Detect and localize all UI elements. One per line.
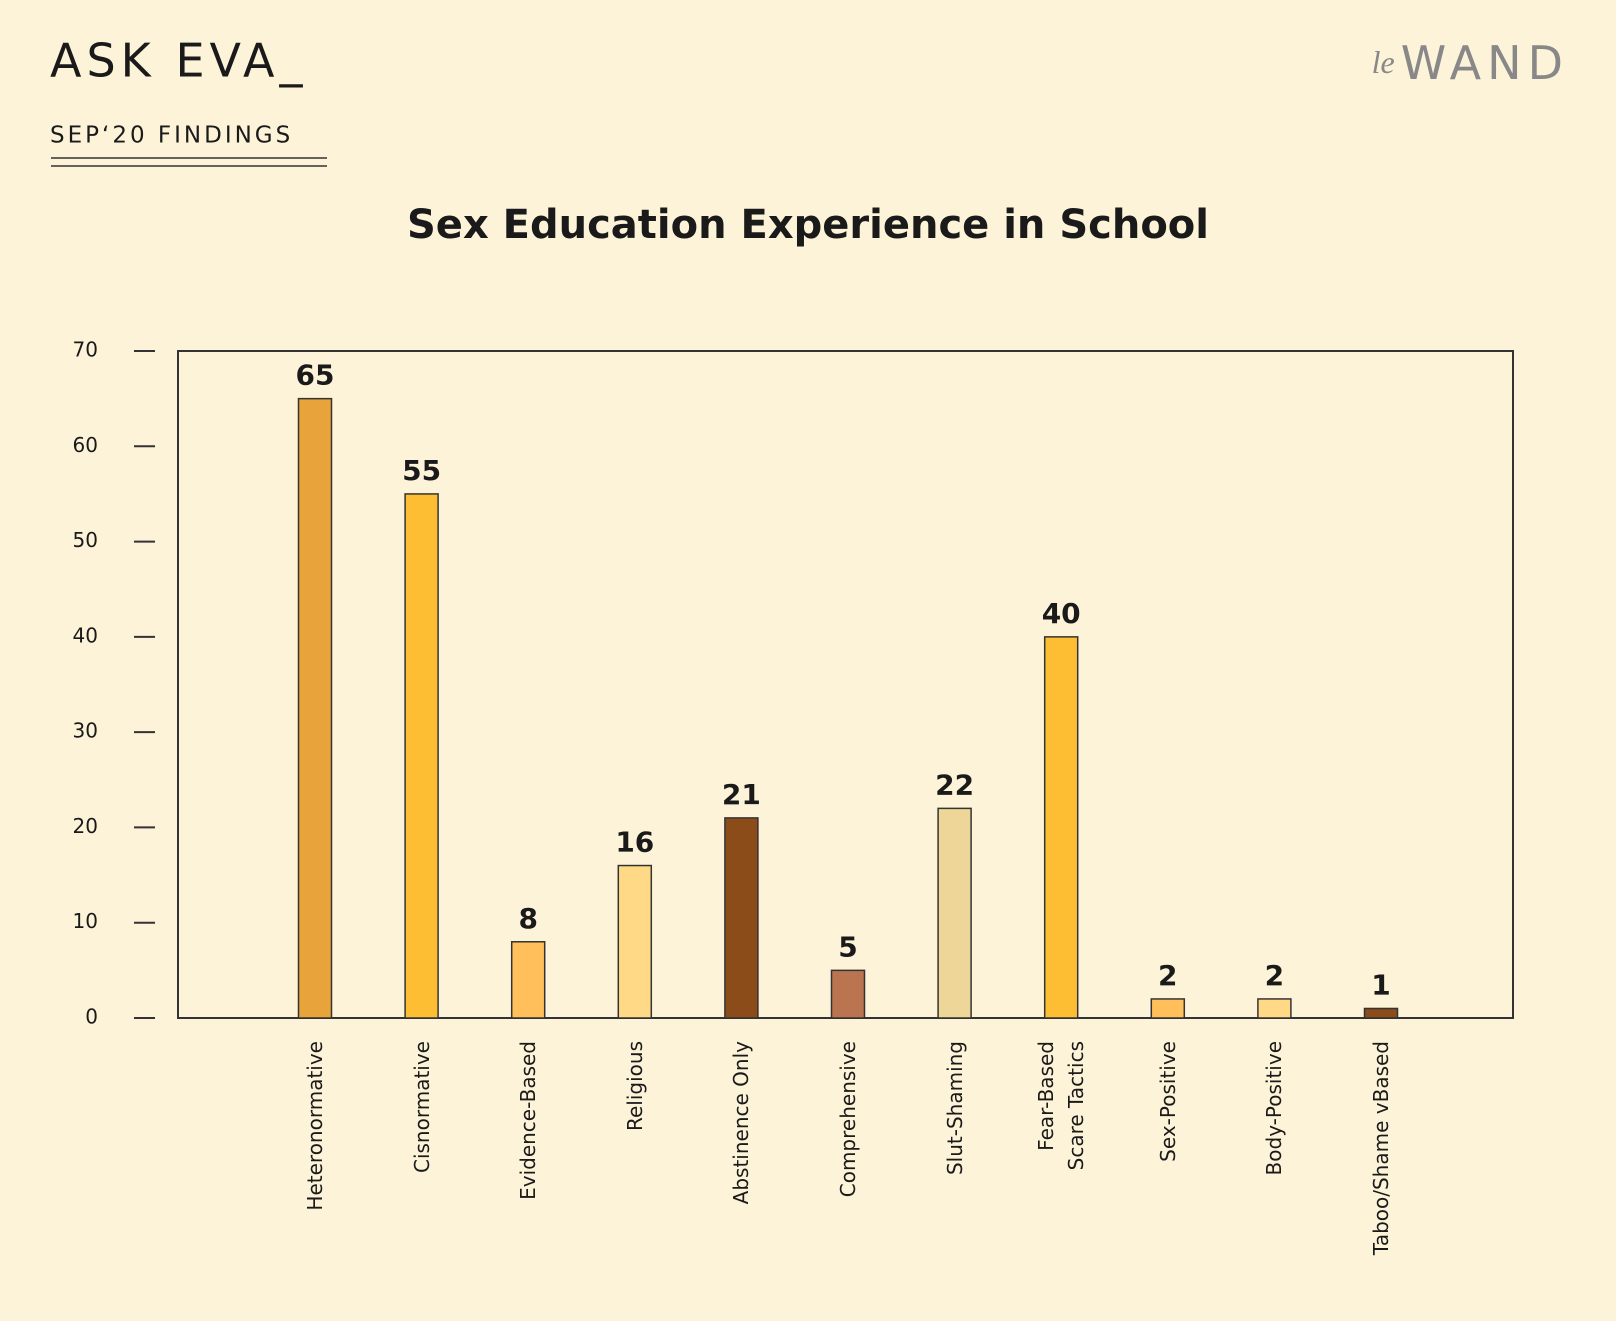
value-label: 2	[1158, 959, 1177, 992]
value-label: 8	[518, 902, 537, 935]
x-tick-label: Religious	[622, 1041, 647, 1131]
x-tick-label: Evidence-Based	[516, 1041, 541, 1200]
value-label: 21	[722, 778, 761, 811]
x-tick-label: Taboo/Shame vBased	[1369, 1041, 1393, 1256]
y-tick-label: 10	[73, 909, 98, 933]
y-tick-label: 70	[73, 338, 98, 362]
y-tick-label: 20	[73, 814, 98, 838]
value-label: 1	[1371, 968, 1390, 1001]
y-tick-label: 60	[73, 433, 98, 457]
bar	[297, 397, 333, 1019]
bar	[830, 969, 866, 1019]
bar	[1257, 998, 1292, 1019]
x-tick-label: Sex-Positive	[1155, 1041, 1180, 1162]
bar	[617, 864, 653, 1019]
x-tick-label: Fear-Based Scare Tactics	[1034, 1041, 1089, 1171]
x-tick-label: Comprehensive	[836, 1041, 860, 1198]
y-tick-label: 30	[73, 719, 98, 743]
bar	[1363, 1007, 1399, 1019]
logo: le WAND	[1372, 36, 1569, 90]
x-tick-label: Body-Positive	[1262, 1041, 1287, 1176]
logo-word: WAND	[1401, 36, 1569, 90]
brand: ASK EVA_	[50, 34, 308, 88]
bar	[724, 817, 759, 1019]
x-tick-label: Cisnormative	[409, 1041, 434, 1174]
value-label: 40	[1042, 597, 1081, 630]
bar	[1043, 636, 1079, 1019]
bar	[937, 807, 972, 1019]
subtitle: SEP‘20 FINDINGS	[50, 123, 293, 149]
chart-title: Sex Education Experience in School	[407, 202, 1209, 248]
x-tick-label: Slut-Shaming	[942, 1041, 967, 1176]
value-label: 16	[615, 826, 654, 859]
bar	[404, 493, 439, 1019]
y-tick-label: 50	[73, 528, 98, 552]
value-label: 5	[838, 930, 857, 963]
value-label: 2	[1265, 959, 1284, 992]
y-tick-label: 0	[85, 1005, 98, 1029]
x-tick-label: Abstinence Only	[729, 1041, 754, 1205]
value-label: 22	[935, 768, 974, 801]
plot-frame	[177, 350, 1514, 1019]
y-tick-label: 40	[73, 623, 98, 647]
value-label: 65	[296, 359, 335, 392]
logo-prefix: le	[1372, 44, 1395, 80]
bar	[1150, 998, 1186, 1019]
value-label: 55	[402, 454, 441, 487]
x-tick-label: Heteronormative	[303, 1041, 327, 1211]
bar	[510, 941, 546, 1019]
